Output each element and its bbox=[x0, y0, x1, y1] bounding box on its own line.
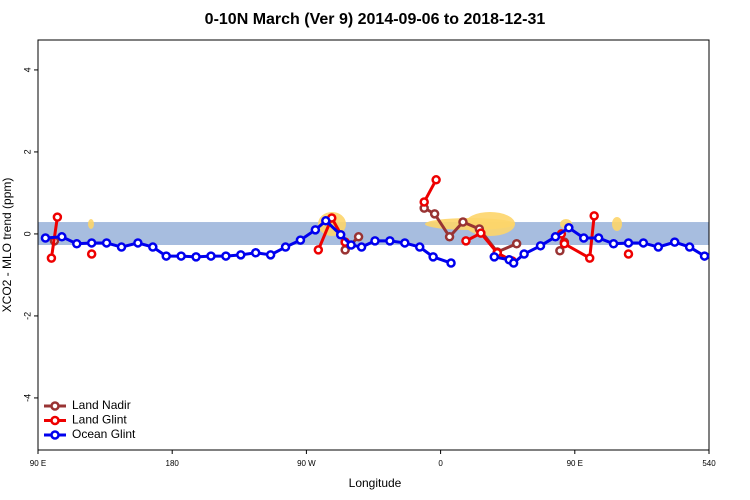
point bbox=[86, 238, 97, 248]
x-tick-label: 90 W bbox=[297, 459, 316, 468]
point bbox=[414, 242, 425, 252]
x-tick-label: 180 bbox=[166, 459, 180, 468]
point bbox=[638, 238, 649, 248]
x-axis-label: Longitude bbox=[349, 476, 402, 490]
point bbox=[310, 225, 321, 235]
point bbox=[86, 249, 97, 259]
point bbox=[458, 217, 468, 227]
point bbox=[265, 250, 276, 260]
point bbox=[446, 258, 456, 268]
legend-label: Land Glint bbox=[72, 413, 127, 427]
legend-label: Land Nadir bbox=[72, 398, 131, 412]
point bbox=[593, 233, 604, 243]
legend-marker bbox=[50, 401, 60, 411]
point bbox=[623, 249, 634, 259]
point bbox=[161, 251, 171, 261]
point bbox=[608, 239, 619, 249]
x-tick-label: 540 bbox=[702, 459, 716, 468]
point bbox=[40, 233, 51, 243]
point bbox=[133, 238, 143, 248]
point bbox=[353, 232, 364, 242]
point bbox=[176, 251, 186, 261]
y-tick-label: 4 bbox=[22, 67, 32, 72]
point bbox=[313, 245, 324, 255]
highlight-blob bbox=[88, 219, 94, 229]
reference-band bbox=[38, 222, 709, 245]
point bbox=[508, 258, 519, 268]
point bbox=[116, 242, 127, 252]
point bbox=[684, 242, 695, 252]
point bbox=[321, 216, 331, 226]
point bbox=[550, 232, 561, 242]
y-tick-label: -4 bbox=[22, 394, 32, 402]
y-tick-label: -2 bbox=[22, 312, 32, 320]
point bbox=[57, 232, 67, 242]
y-tick-label: 2 bbox=[22, 149, 32, 154]
point bbox=[555, 245, 565, 256]
plot-frame bbox=[37, 39, 710, 451]
x-tick-label: 90 E bbox=[30, 459, 46, 468]
point bbox=[623, 238, 634, 248]
point bbox=[429, 209, 440, 219]
x-tick-label: 90 E bbox=[567, 459, 583, 468]
point bbox=[400, 238, 410, 248]
x-tick-label: 0 bbox=[438, 459, 443, 468]
point bbox=[461, 236, 471, 246]
point bbox=[489, 252, 500, 262]
point bbox=[578, 233, 589, 243]
point bbox=[72, 239, 82, 249]
legend-marker bbox=[50, 430, 60, 440]
highlight-blob bbox=[465, 212, 515, 236]
point bbox=[52, 212, 63, 222]
highlight-blob bbox=[612, 217, 622, 231]
point bbox=[419, 197, 429, 207]
point bbox=[206, 251, 216, 261]
point bbox=[295, 235, 306, 245]
point bbox=[444, 232, 455, 242]
point bbox=[236, 250, 246, 260]
point bbox=[221, 251, 231, 261]
point bbox=[335, 230, 346, 240]
chart-title: 0-10N March (Ver 9) 2014-09-06 to 2018-1… bbox=[205, 11, 546, 28]
point bbox=[250, 248, 261, 258]
legend-marker bbox=[50, 415, 60, 426]
point bbox=[589, 211, 599, 221]
point bbox=[370, 236, 380, 246]
point bbox=[653, 242, 664, 252]
point bbox=[669, 237, 680, 247]
point bbox=[535, 241, 546, 251]
point bbox=[431, 175, 441, 185]
point bbox=[699, 251, 710, 261]
point bbox=[584, 253, 595, 263]
y-tick-label: 0 bbox=[22, 231, 32, 236]
y-axis-label: XCO2 - MLO trend (ppm) bbox=[0, 178, 14, 313]
point bbox=[564, 223, 574, 233]
legend-label: Ocean Glint bbox=[72, 427, 136, 441]
point bbox=[511, 239, 522, 249]
point bbox=[385, 236, 395, 246]
point bbox=[356, 242, 367, 252]
point bbox=[191, 252, 201, 262]
point bbox=[46, 253, 57, 263]
point bbox=[559, 239, 570, 249]
point bbox=[476, 228, 486, 238]
point bbox=[428, 252, 438, 262]
point bbox=[519, 249, 529, 259]
point bbox=[101, 238, 112, 248]
point bbox=[148, 242, 158, 252]
point bbox=[280, 242, 291, 252]
point bbox=[346, 240, 356, 250]
